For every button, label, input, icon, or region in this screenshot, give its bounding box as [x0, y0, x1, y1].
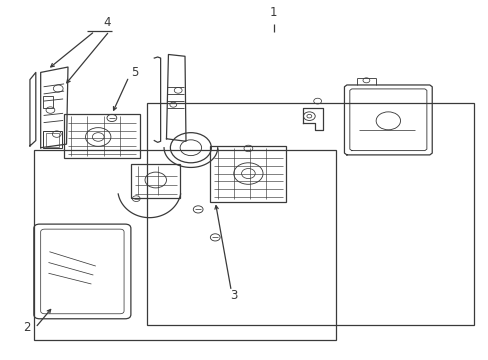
Text: 1: 1 — [269, 6, 277, 19]
Text: 5: 5 — [131, 66, 139, 79]
Text: 4: 4 — [103, 17, 110, 30]
Bar — [131, 164, 180, 198]
Bar — [64, 114, 140, 158]
Bar — [34, 149, 335, 339]
Bar — [45, 133, 59, 147]
Bar — [147, 103, 473, 325]
Text: 3: 3 — [230, 289, 237, 302]
Bar — [42, 96, 53, 108]
Bar — [210, 146, 285, 202]
Text: 2: 2 — [23, 321, 30, 334]
Bar — [43, 131, 61, 148]
